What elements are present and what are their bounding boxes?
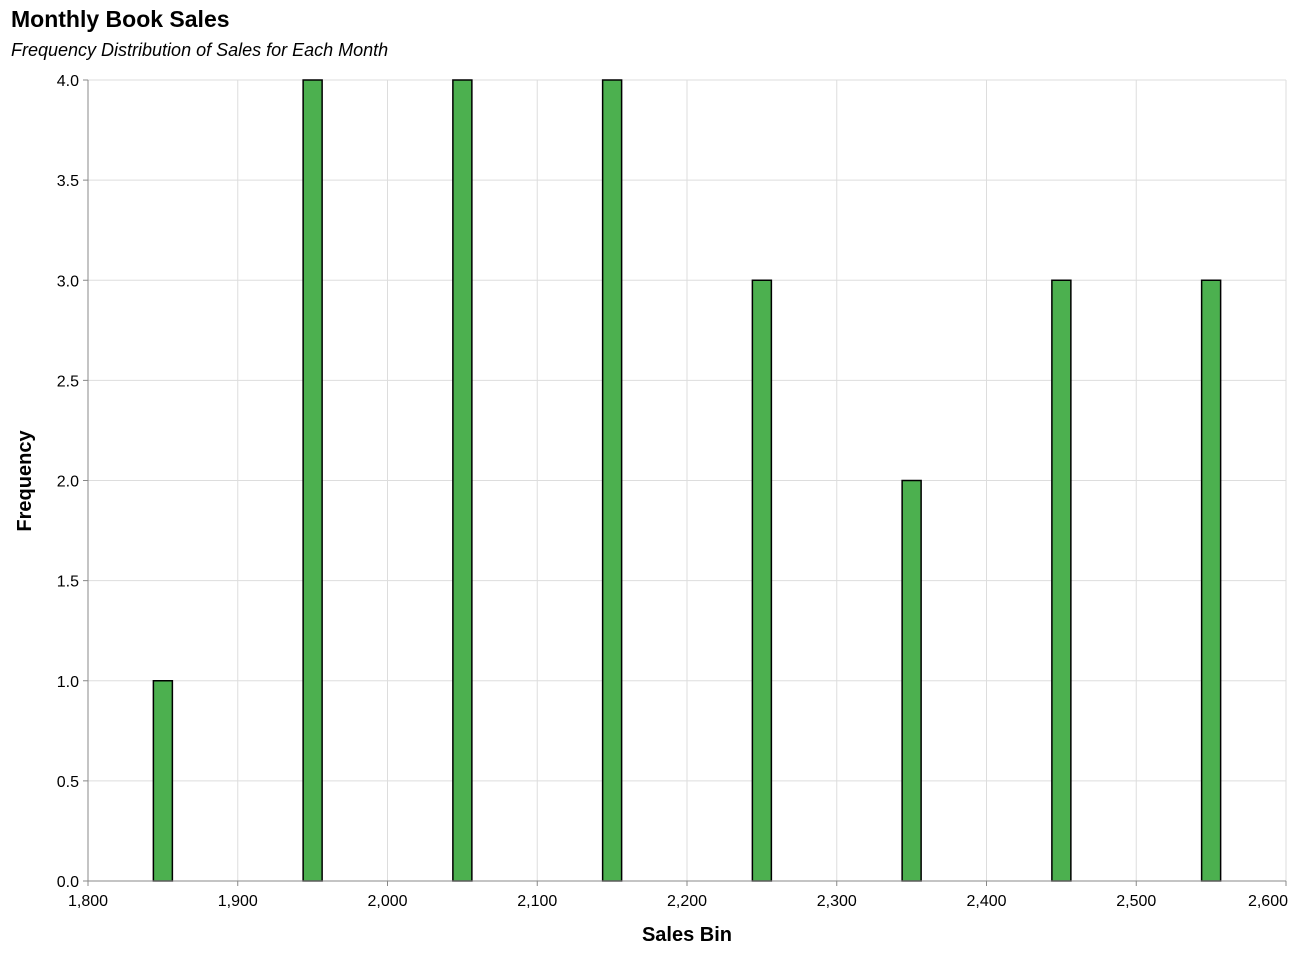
y-tick-label: 2.5 [57,373,79,390]
histogram-bar [452,79,473,882]
y-tick-label: 4.0 [57,73,79,90]
x-tick-label: 2,000 [367,893,407,910]
y-tick-label: 0.5 [57,774,79,791]
histogram-bar [901,479,922,882]
grid-lines [87,79,1287,882]
x-axis-title: Sales Bin [642,924,732,946]
histogram-bar [1051,279,1072,882]
x-tick-label: 1,900 [218,893,258,910]
histogram-bar [601,79,623,882]
x-tick-label: 1,800 [68,893,108,910]
histogram-bar [152,680,174,882]
x-tick-label: 2,100 [517,893,557,910]
histogram-bar [302,79,323,882]
y-tick-label: 3.0 [57,273,79,290]
chart-subtitle: Frequency Distribution of Sales for Each… [11,40,389,60]
x-tick-label: 2,400 [966,893,1006,910]
x-tick-label: 2,500 [1116,893,1156,910]
y-tick-label: 0.0 [57,874,79,891]
y-tick-label: 2.0 [57,474,79,491]
y-tick-label: 3.5 [57,173,79,190]
chart-title: Monthly Book Sales [11,6,230,32]
histogram-bar [1200,279,1222,882]
y-tick-label: 1.0 [57,674,79,691]
bars [152,79,1222,882]
y-tick-label: 1.5 [57,574,79,591]
x-tick-label: 2,300 [817,893,857,910]
axes: 0.0 0.5 1.0 1.5 2.0 2.5 3.0 3.5 4.0 1,800 1,900 2,0… [57,73,1288,910]
x-tick-label: 2,200 [667,893,707,910]
histogram-bar [751,279,773,882]
x-tick-label: 2,600 [1248,893,1288,910]
y-axis-title: Frequency [14,430,36,532]
